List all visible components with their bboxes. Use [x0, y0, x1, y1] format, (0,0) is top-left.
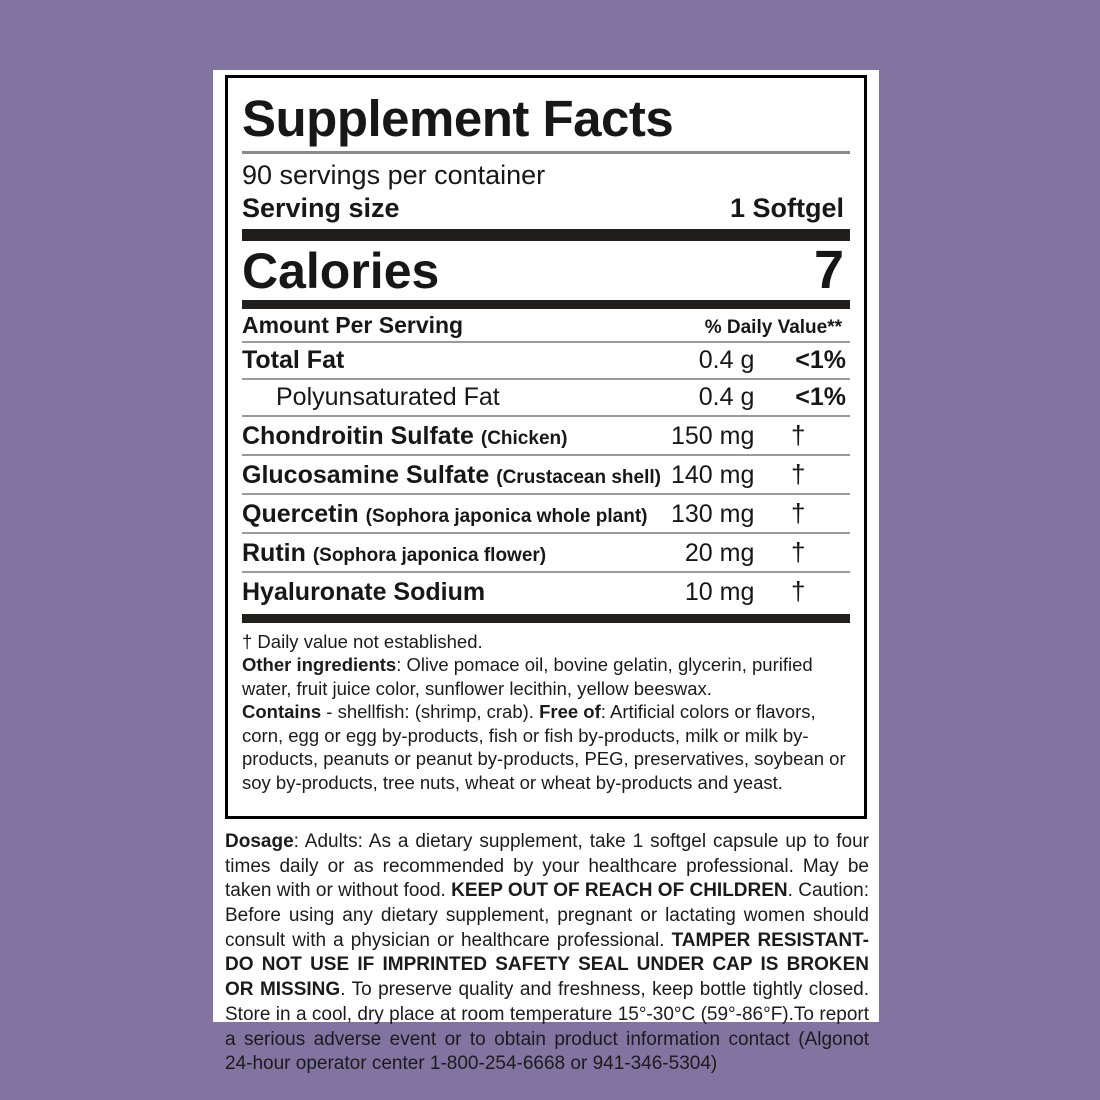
storage-contact-text: . To preserve quality and freshness, kee…	[225, 979, 869, 1075]
amount-per-serving-row: Amount Per Serving % Daily Value**	[242, 309, 850, 341]
daily-value-header: % Daily Value**	[704, 316, 842, 338]
nutrient-name: Hyaluronate Sodium	[242, 570, 661, 610]
calories-row: Calories 7	[242, 242, 850, 299]
dosage-text: : Adults: As a dietary supplement, take …	[225, 831, 869, 902]
nutrient-name: Glucosamine Sulfate (Crustacean shell)	[242, 453, 661, 494]
amount-per-serving-label: Amount Per Serving	[242, 311, 464, 338]
table-row: Total Fat 0.4 g <1%	[242, 343, 850, 379]
nutrient-daily-value: †	[754, 531, 850, 572]
supplement-facts-panel: Supplement Facts 90 servings per contain…	[225, 75, 867, 819]
amount-header-underline	[242, 340, 850, 343]
serving-size-row: Serving size 1 Softgel	[242, 193, 850, 224]
nutrient-amount: 10 mg	[660, 570, 755, 610]
table-row: Chondroitin Sulfate (Chicken) 150 mg †	[242, 414, 850, 455]
footnotes-block: † Daily value not established. Other ing…	[242, 630, 850, 794]
nutrient-table: Total Fat 0.4 g <1% Polyunsaturated Fat 0.4 …	[242, 343, 850, 610]
title-underline	[242, 150, 850, 154]
calories-value: 7	[813, 239, 844, 300]
dosage-block: Dosage: Adults: As a dietary supplement,…	[225, 830, 869, 1077]
nutrient-daily-value: †	[754, 453, 850, 494]
nutrient-source: (Chicken)	[480, 427, 568, 449]
contains-label: Contains	[242, 701, 322, 723]
nutrient-amount: 20 mg	[660, 531, 755, 572]
nutrient-amount: 0.4 g	[698, 345, 755, 374]
nutrient-source: (Sophora japonica flower)	[312, 544, 547, 566]
caution-text: . Caution: Before using any dietary supp…	[225, 880, 870, 951]
nutrient-table-bottom-bar	[242, 613, 850, 623]
nutrient-daily-value: †	[754, 492, 850, 533]
nutrient-name: Chondroitin Sulfate (Chicken)	[242, 414, 661, 455]
nutrient-name: Polyunsaturated Fat	[242, 377, 661, 416]
free-of-label: Free of	[539, 701, 601, 723]
keep-out-of-reach-label: KEEP OUT OF REACH OF CHILDREN	[451, 880, 788, 902]
calories-label: Calories	[242, 242, 440, 299]
nutrient-amount: 150 mg	[660, 414, 755, 455]
nutrient-source: (Sophora japonica whole plant)	[365, 505, 648, 527]
nutrient-name: Rutin (Sophora japonica flower)	[242, 531, 661, 572]
table-row: Hyaluronate Sodium 10 mg †	[242, 570, 850, 610]
nutrient-amount: 130 mg	[660, 492, 755, 533]
nutrient-name: Total Fat	[242, 345, 345, 374]
tamper-resistant-label: TAMPER RESISTANT-DO NOT USE IF IMPRINTED…	[225, 929, 869, 1001]
daily-value-footnote: † Daily value not established.	[242, 630, 483, 652]
free-of-text: : Artificial colors or flavors, corn, eg…	[242, 701, 846, 793]
serving-divider-bar	[242, 228, 850, 241]
nutrient-daily-value: <1%	[795, 345, 846, 374]
other-ingredients-label: Other ingredients	[242, 654, 397, 676]
contains-free-of-line: Contains - shellfish: (shrimp, crab). Fr…	[242, 700, 850, 794]
table-row: Glucosamine Sulfate (Crustacean shell) 14…	[242, 453, 850, 494]
calories-divider-bar	[242, 299, 850, 309]
nutrient-daily-value: †	[754, 414, 850, 455]
other-ingredients-line: Other ingredients: Olive pomace oil, bov…	[242, 653, 850, 700]
servings-per-container: 90 servings per container	[242, 159, 546, 190]
supplement-label-card: Supplement Facts 90 servings per contain…	[213, 70, 879, 1074]
dosage-paragraph: Dosage: Adults: As a dietary supplement,…	[225, 830, 869, 1077]
nutrient-source: (Crustacean shell)	[496, 466, 661, 488]
table-row: Rutin (Sophora japonica flower) 20 mg †	[242, 531, 850, 572]
contains-text: - shellfish: (shrimp, crab).	[321, 701, 540, 723]
table-row: Quercetin (Sophora japonica whole plant)…	[242, 492, 850, 533]
nutrient-amount: 140 mg	[660, 453, 755, 494]
other-ingredients-text: : Olive pomace oil, bovine gelatin, glyc…	[242, 654, 813, 699]
serving-size-label: Serving size	[242, 192, 400, 223]
nutrient-daily-value: †	[754, 570, 850, 610]
nutrient-name: Quercetin (Sophora japonica whole plant)	[242, 492, 661, 533]
page-title: Supplement Facts	[242, 90, 674, 147]
nutrient-amount: 0.4 g	[660, 377, 755, 416]
dosage-label: Dosage	[225, 831, 294, 852]
serving-size-value: 1 Softgel	[729, 192, 844, 223]
table-row: Polyunsaturated Fat 0.4 g <1%	[242, 377, 850, 416]
nutrient-daily-value: <1%	[754, 377, 850, 416]
